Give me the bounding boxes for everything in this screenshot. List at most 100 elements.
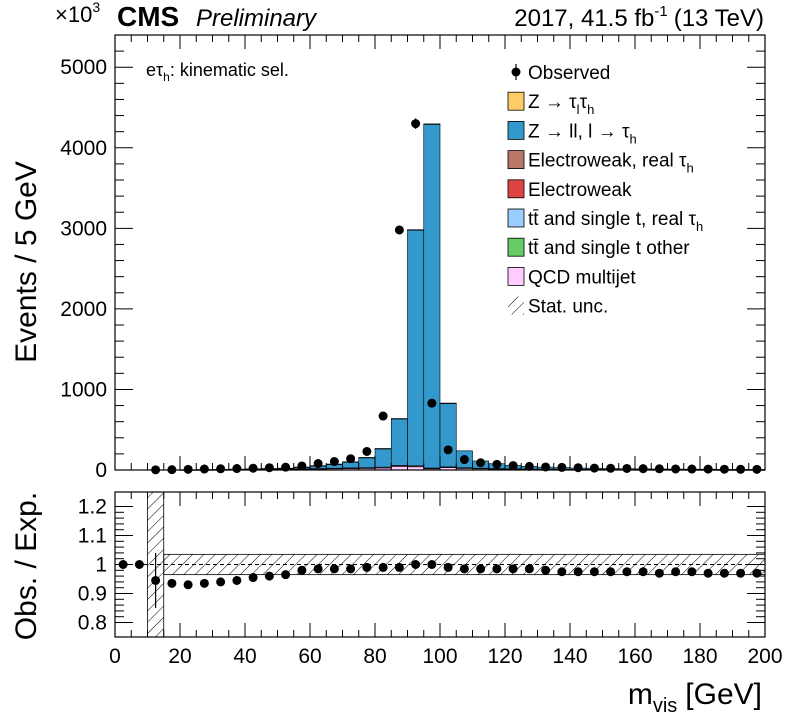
main-panel: 0 1000 2000 3000 4000 5000: [60, 34, 766, 482]
observed-point: [589, 463, 599, 473]
legend-label-part: Z → ll, l → τ: [528, 121, 630, 142]
observed-point: [638, 464, 648, 474]
observed-point: [313, 459, 323, 469]
observed-point: [508, 461, 518, 471]
observed-point: [232, 464, 242, 474]
legend-item-stat: Stat. unc.: [508, 296, 608, 318]
legend-label-part: h: [696, 219, 703, 234]
observed-point: [427, 398, 437, 408]
ratio-point: [281, 570, 291, 580]
bar-zll: [390, 418, 408, 466]
observed-point: [476, 458, 486, 468]
y-tick-label: 2000: [60, 298, 107, 321]
ratio-point: [264, 571, 274, 581]
observed-point: [264, 463, 274, 473]
ratio-point: [573, 567, 583, 577]
observed-point: [394, 225, 404, 235]
x-axis-title: mvis [GeV]: [628, 678, 762, 717]
legend-swatch-ztt: [507, 91, 525, 111]
y-tick-label: 4000: [60, 137, 107, 160]
ratio-point: [232, 575, 242, 585]
observed-point: [297, 461, 307, 471]
ratio-y-tick-label: 1.1: [78, 525, 107, 548]
observed-point: [671, 464, 681, 474]
legend-label: Electroweak, real τh: [528, 151, 694, 176]
x-tick-label: 40: [233, 645, 256, 668]
bar-ztt: [374, 448, 392, 450]
legend-item-observed: Observed: [511, 63, 610, 84]
ratio-point: [411, 560, 421, 569]
observed-point: [752, 464, 762, 474]
legend-label-part: tt̄ and single t, real τ: [528, 209, 697, 230]
x-tick-label: 100: [422, 645, 457, 668]
observed-point: [524, 461, 534, 471]
ratio-point: [508, 564, 518, 574]
legend-label: Stat. unc.: [528, 297, 608, 318]
legend-label-part: τ: [580, 92, 588, 113]
legend-swatch-ewk: [507, 179, 525, 199]
observed-point: [183, 464, 193, 474]
ratio-point: [151, 575, 161, 585]
observed-point: [459, 455, 469, 465]
ratio-point: [427, 560, 437, 569]
legend-swatch-zll: [507, 121, 525, 140]
ratio-y-tick-label: 0.9: [78, 583, 107, 606]
ratio-point: [378, 562, 388, 572]
ratio-point: [557, 567, 567, 577]
observed-point: [622, 463, 632, 473]
y-tick-label: 3000: [60, 217, 107, 240]
legend-label-part: h: [587, 102, 594, 117]
observed-point: [654, 464, 664, 474]
y-tick-label: 1000: [60, 378, 107, 401]
ratio-point: [687, 567, 697, 577]
x-tick-label: 140: [552, 645, 587, 668]
observed-point: [492, 459, 502, 469]
y-axis-title: Events / 5 GeV: [10, 161, 43, 363]
ratio-point: [606, 567, 616, 577]
legend-label-part: h: [687, 161, 694, 176]
observed-point: [248, 463, 258, 473]
ratio-y-tick-label: 1.2: [78, 496, 107, 519]
ratio-point: [492, 564, 502, 574]
y-tick-label: 5000: [60, 56, 107, 79]
x-tick-label: 80: [363, 645, 386, 668]
bar-zll: [439, 402, 457, 468]
observed-point: [736, 464, 746, 474]
ratio-point: [703, 568, 713, 578]
x-tick-label: 60: [298, 645, 321, 668]
legend-swatch-qcd: [507, 266, 525, 286]
ratio-point: [524, 564, 534, 574]
legend-swatch-tt_real: [507, 208, 525, 228]
y-multiplier: ×103: [55, 0, 100, 27]
bar-ztt: [423, 123, 441, 125]
legend-label: Z → τlτh: [528, 92, 594, 117]
legend-item-ewk_real: Electroweak, real τh: [507, 150, 694, 176]
legend-item-qcd: QCD multijet: [507, 266, 636, 288]
ratio-point: [459, 564, 469, 574]
ratio-point: [346, 564, 356, 574]
observed-point: [443, 445, 453, 455]
legend-item-ewk: Electroweak: [507, 179, 632, 201]
observed-point: [719, 464, 729, 474]
legend-label: Observed: [528, 63, 610, 84]
ratio-point: [394, 562, 404, 572]
category-label: eτh: kinematic sel.: [146, 60, 289, 84]
legend-label-part: l: [577, 102, 580, 117]
ratio-point: [638, 567, 648, 577]
bar-zll: [374, 448, 392, 468]
ratio-point: [167, 578, 177, 588]
x-tick-label: 0: [109, 645, 121, 668]
legend-label: tt̄ and single t, real τh: [528, 209, 703, 234]
status-label: Preliminary: [196, 5, 318, 32]
legend-swatch-tt_other: [507, 237, 525, 257]
ratio-point: [736, 568, 746, 578]
bar-ztt: [439, 402, 457, 404]
observed-point: [199, 464, 209, 474]
ratio-y-tick-label: 1: [95, 554, 107, 577]
legend-item-zll: Z → ll, l → τh: [507, 121, 637, 146]
legend-swatch-ewk_real: [507, 150, 525, 170]
ratio-point: [362, 562, 372, 572]
ratio-point: [199, 578, 209, 588]
